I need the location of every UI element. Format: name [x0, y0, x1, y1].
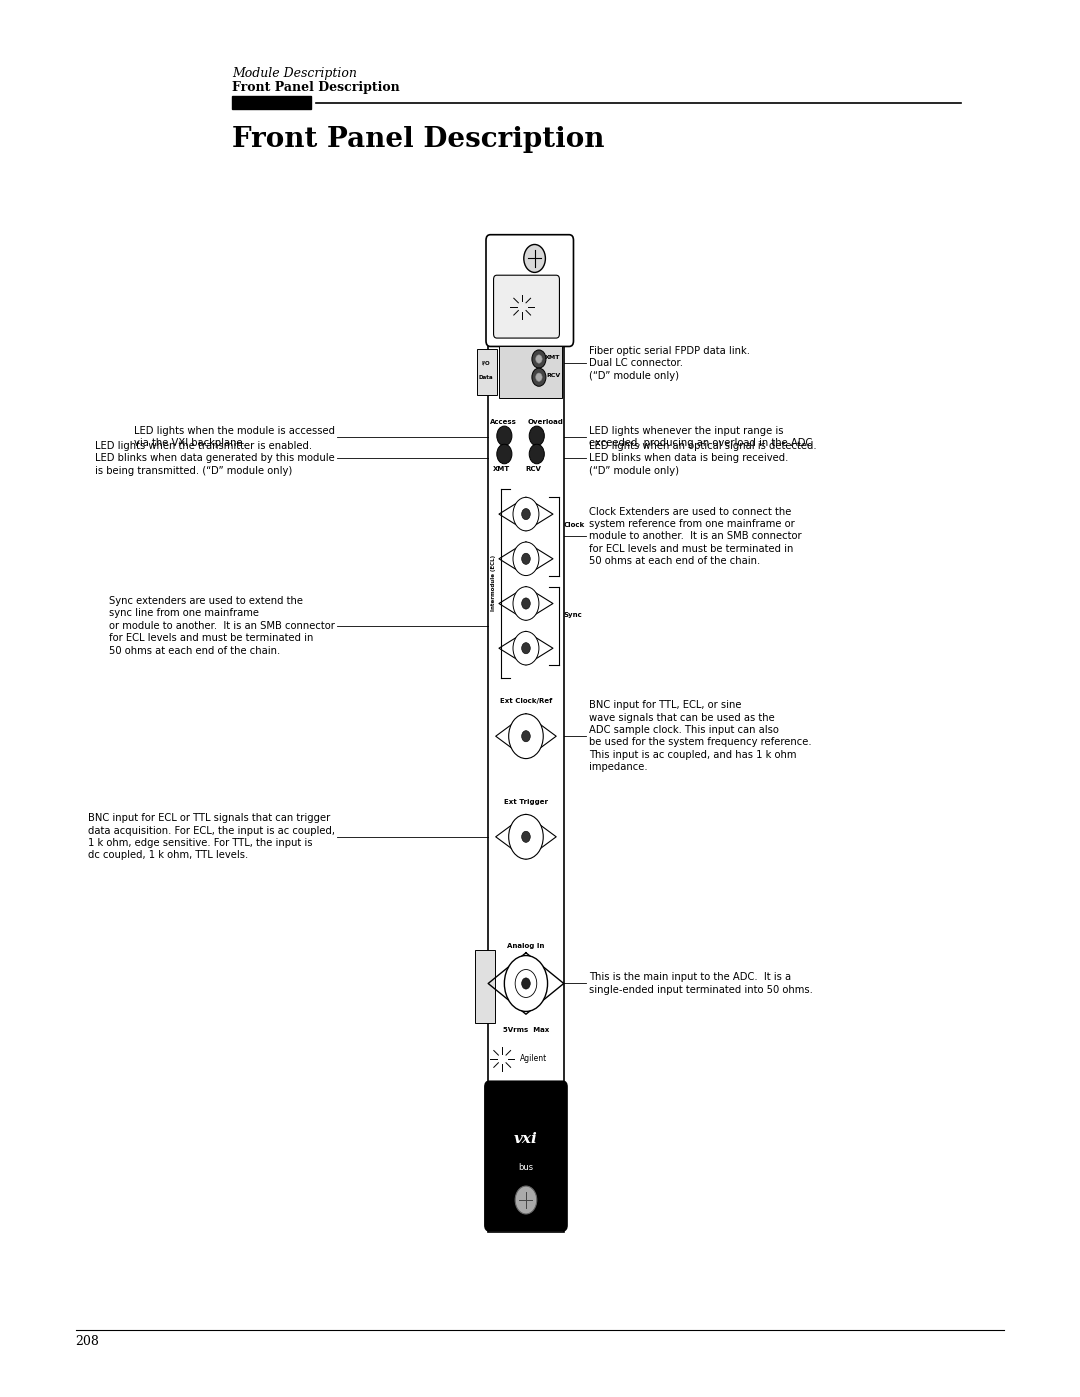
- Circle shape: [509, 814, 543, 859]
- Text: LED lights whenever the input range is
exceeded, producing an overload in the AD: LED lights whenever the input range is e…: [589, 426, 812, 448]
- Text: RCV: RCV: [526, 467, 541, 472]
- Circle shape: [522, 831, 530, 842]
- Text: Analog In: Analog In: [508, 943, 544, 949]
- Circle shape: [536, 373, 542, 381]
- FancyBboxPatch shape: [485, 1081, 567, 1231]
- Circle shape: [522, 509, 530, 520]
- Circle shape: [522, 978, 530, 989]
- Bar: [232, 96, 311, 109]
- Circle shape: [522, 731, 530, 742]
- Text: BNC input for TTL, ECL, or sine
wave signals that can be used as the
ADC sample : BNC input for TTL, ECL, or sine wave sig…: [589, 700, 811, 773]
- Text: Front Panel Description: Front Panel Description: [232, 126, 605, 152]
- Bar: [477, 349, 497, 395]
- Circle shape: [504, 956, 548, 1011]
- Text: RCV: RCV: [546, 373, 561, 379]
- Text: Ext Trigger: Ext Trigger: [504, 799, 548, 805]
- Circle shape: [524, 244, 545, 272]
- Circle shape: [529, 444, 544, 464]
- Circle shape: [513, 542, 539, 576]
- Circle shape: [529, 426, 544, 446]
- Text: Agilent: Agilent: [519, 1055, 546, 1063]
- Text: 208: 208: [76, 1336, 99, 1348]
- Circle shape: [515, 1186, 537, 1214]
- Text: LED lights when the transmitter is enabled.
LED blinks when data generated by th: LED lights when the transmitter is enabl…: [95, 441, 335, 475]
- Text: XMT: XMT: [545, 355, 561, 360]
- Text: Sync extenders are used to extend the
sync line from one mainframe
or module to : Sync extenders are used to extend the sy…: [109, 597, 335, 655]
- Circle shape: [522, 553, 530, 564]
- Text: bus: bus: [518, 1162, 534, 1172]
- Circle shape: [536, 355, 542, 363]
- Text: Clock: Clock: [564, 522, 585, 528]
- Text: Sync: Sync: [564, 612, 582, 617]
- Text: Front Panel Description: Front Panel Description: [232, 81, 400, 94]
- Text: XMT: XMT: [492, 467, 510, 472]
- Text: vxi: vxi: [514, 1132, 538, 1147]
- Circle shape: [509, 714, 543, 759]
- FancyBboxPatch shape: [494, 275, 559, 338]
- Text: Module Description: Module Description: [232, 67, 357, 80]
- Text: Intermodule (ECL): Intermodule (ECL): [491, 555, 496, 612]
- Circle shape: [513, 497, 539, 531]
- Text: Clock Extenders are used to connect the
system reference from one mainframe or
m: Clock Extenders are used to connect the …: [589, 507, 801, 566]
- Circle shape: [513, 631, 539, 665]
- Bar: [499, 346, 562, 398]
- Circle shape: [522, 643, 530, 654]
- Bar: [475, 950, 495, 1023]
- Text: BNC input for ECL or TTL signals that can trigger
data acquisition. For ECL, the: BNC input for ECL or TTL signals that ca…: [87, 813, 335, 861]
- Text: Data: Data: [478, 374, 494, 380]
- Circle shape: [497, 426, 512, 446]
- Text: I/O: I/O: [482, 360, 490, 366]
- Circle shape: [497, 444, 512, 464]
- Circle shape: [531, 351, 545, 369]
- Circle shape: [531, 369, 545, 387]
- Circle shape: [522, 598, 530, 609]
- Text: This is the main input to the ADC.  It is a
single-ended input terminated into 5: This is the main input to the ADC. It is…: [589, 972, 812, 995]
- Text: Ext Clock/Ref: Ext Clock/Ref: [500, 698, 552, 704]
- Circle shape: [515, 970, 537, 997]
- Text: 5Vrms  Max: 5Vrms Max: [503, 1027, 549, 1032]
- Bar: [488, 254, 564, 1232]
- Text: Fiber optic serial FPDP data link.
Dual LC connector.
(“D” module only): Fiber optic serial FPDP data link. Dual …: [589, 346, 750, 380]
- Text: LED lights when the module is accessed
via the VXI backplane.: LED lights when the module is accessed v…: [134, 426, 335, 448]
- Text: LED lights when an optical signal is detected.
LED blinks when data is being rec: LED lights when an optical signal is det…: [589, 441, 816, 475]
- Text: Access: Access: [490, 419, 517, 425]
- Text: Overload: Overload: [528, 419, 564, 425]
- Circle shape: [513, 587, 539, 620]
- FancyBboxPatch shape: [486, 235, 573, 346]
